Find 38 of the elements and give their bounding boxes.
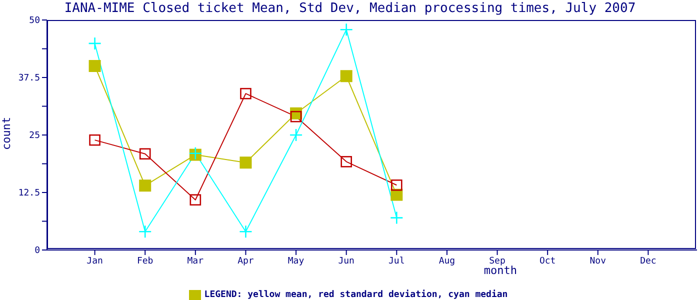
x-tick-label: Dec — [640, 256, 656, 266]
point — [240, 156, 252, 169]
point — [340, 156, 352, 168]
point — [289, 128, 303, 142]
point — [88, 60, 101, 72]
point — [89, 134, 100, 146]
x-tick-label: Jun — [338, 256, 354, 266]
x-tick-label: Jan — [86, 256, 103, 266]
point — [88, 36, 102, 50]
point — [391, 179, 402, 191]
y-tick-label: 50 — [29, 16, 40, 26]
legend-label: LEGEND: yellow mean, red standard deviation, cyan median — [203, 290, 508, 300]
y-axis-title: count — [0, 116, 13, 150]
point — [138, 224, 152, 238]
x-tick-label: Nov — [590, 256, 606, 266]
point — [190, 194, 202, 206]
point — [240, 88, 252, 100]
x-tick-label: Sep — [489, 256, 506, 266]
x-tick-label: Mar — [187, 256, 204, 266]
point — [290, 110, 302, 122]
y-tick-label: 25 — [29, 131, 40, 142]
point — [239, 224, 252, 238]
x-tick-label: Jul — [388, 256, 405, 266]
y-tick-label: 37.5 — [18, 74, 40, 84]
point — [340, 70, 352, 82]
point — [390, 211, 404, 224]
x-tick-label: Aug — [438, 256, 456, 266]
point — [139, 148, 151, 160]
point — [139, 180, 152, 192]
y-tick-label: 0 — [34, 246, 40, 256]
y-tick-label: 12.5 — [18, 188, 40, 199]
x-tick-label: May — [288, 256, 305, 266]
x-tick-label: Feb — [136, 256, 154, 266]
x-tick-label: Oct — [539, 256, 556, 266]
chart-title: IANA-MIME Closed ticket Mean, Std Dev, Median processing times, July 2007 — [63, 1, 637, 16]
x-axis-title: month — [484, 264, 517, 277]
point — [340, 23, 353, 36]
x-tick-label: Apr — [238, 256, 254, 266]
